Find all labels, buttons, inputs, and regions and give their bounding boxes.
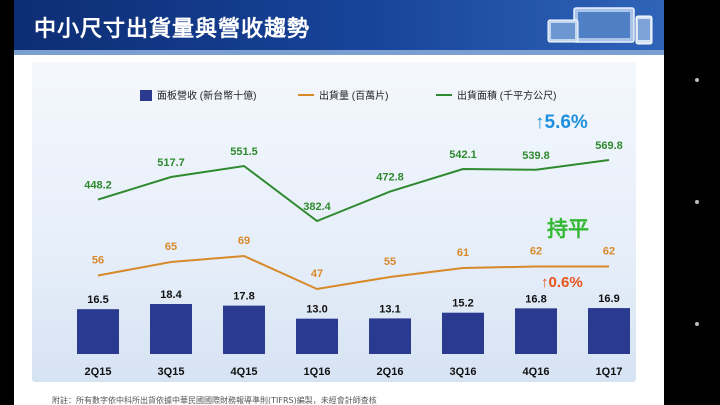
x-tick-1Q16: 1Q16 bbox=[304, 366, 331, 378]
side-dot bbox=[695, 322, 699, 326]
shipment-label-4Q16: 62 bbox=[530, 246, 542, 258]
area-label-1Q17: 569.8 bbox=[595, 140, 623, 152]
bar-label-3Q15: 18.4 bbox=[160, 289, 182, 301]
bar-label-4Q15: 17.8 bbox=[233, 291, 254, 303]
bar-1Q16 bbox=[296, 318, 338, 354]
slide-title: 中小尺寸出貨量與營收趨勢 bbox=[34, 17, 311, 42]
area-label-1Q16: 382.4 bbox=[303, 201, 331, 213]
bar-label-1Q16: 13.0 bbox=[306, 304, 327, 316]
area-label-4Q15: 551.5 bbox=[230, 146, 258, 158]
title-bar: 中小尺寸出貨量與營收趨勢 bbox=[14, 0, 664, 50]
bar-2Q15 bbox=[77, 309, 119, 354]
slide: 中小尺寸出貨量與營收趨勢 面板營收 (新台幣十億) 出貨量 (百萬片) 出貨面積 (… bbox=[14, 0, 664, 405]
x-tick-4Q16: 4Q16 bbox=[523, 366, 550, 378]
bar-4Q15 bbox=[223, 305, 265, 354]
legend-label-shipment: 出貨量 (百萬片) bbox=[319, 89, 388, 102]
up-arrow-icon: ↑ bbox=[535, 112, 545, 133]
legend-swatch-revenue bbox=[140, 90, 152, 101]
shipment-label-3Q15: 65 bbox=[165, 241, 177, 253]
shipment-label-4Q15: 69 bbox=[238, 235, 250, 247]
x-tick-2Q15: 2Q15 bbox=[85, 366, 112, 378]
bar-1Q17 bbox=[588, 308, 630, 354]
chart: 面板營收 (新台幣十億) 出貨量 (百萬片) 出貨面積 (千平方公尺) 16.5 18… bbox=[77, 89, 630, 378]
title-stripe bbox=[14, 50, 664, 55]
shipment-label-3Q16: 61 bbox=[457, 247, 469, 259]
bar-3Q16 bbox=[442, 312, 484, 354]
bar-label-2Q15: 16.5 bbox=[87, 294, 108, 306]
footnote: 附註：所有數字依中科所出貨依據中華民國國際財務報導準則(TIFRS)編製，未經會… bbox=[52, 396, 377, 405]
side-dot bbox=[695, 78, 699, 82]
revenue-change-annotation: ↑0.6% bbox=[541, 274, 583, 291]
devices-icon bbox=[547, 7, 653, 45]
area-label-3Q15: 517.7 bbox=[157, 157, 185, 169]
x-tick-2Q16: 2Q16 bbox=[377, 366, 404, 378]
area-label-3Q16: 542.1 bbox=[449, 149, 477, 161]
up-arrow-icon: ↑ bbox=[541, 274, 549, 291]
shipment-label-1Q16: 47 bbox=[311, 268, 323, 280]
shipment-label-1Q17: 62 bbox=[603, 246, 615, 258]
legend: 面板營收 (新台幣十億) 出貨量 (百萬片) 出貨面積 (千平方公尺) bbox=[140, 89, 556, 102]
shipment-label-2Q15: 56 bbox=[92, 255, 104, 267]
chart-panel: 面板營收 (新台幣十億) 出貨量 (百萬片) 出貨面積 (千平方公尺) 16.5 18… bbox=[32, 62, 636, 382]
legend-label-area: 出貨面積 (千平方公尺) bbox=[457, 89, 556, 102]
area-label-2Q16: 472.8 bbox=[376, 172, 404, 184]
area-line bbox=[97, 159, 610, 223]
area-label-2Q15: 448.2 bbox=[84, 180, 112, 192]
x-tick-1Q17: 1Q17 bbox=[596, 366, 623, 378]
x-tick-4Q15: 4Q15 bbox=[231, 366, 258, 378]
bar-2Q16 bbox=[369, 318, 411, 354]
x-tick-3Q16: 3Q16 bbox=[450, 366, 477, 378]
bar-3Q15 bbox=[150, 304, 192, 354]
side-dot bbox=[695, 200, 699, 204]
bar-label-4Q16: 16.8 bbox=[525, 293, 546, 305]
bar-label-2Q16: 13.1 bbox=[379, 303, 400, 315]
shipment-change-annotation: 持平 bbox=[547, 217, 589, 241]
shipment-line bbox=[97, 254, 609, 291]
area-change-annotation: ↑5.6% bbox=[535, 112, 588, 134]
legend-label-revenue: 面板營收 (新台幣十億) bbox=[157, 89, 256, 102]
shipment-label-2Q16: 55 bbox=[384, 256, 396, 268]
x-tick-3Q15: 3Q15 bbox=[158, 366, 185, 378]
area-label-4Q16: 539.8 bbox=[522, 150, 550, 162]
revenue-change-value: 0.6% bbox=[548, 274, 583, 291]
bar-label-1Q17: 16.9 bbox=[598, 293, 619, 305]
bar-label-3Q16: 15.2 bbox=[452, 298, 473, 310]
bar-4Q16 bbox=[515, 308, 557, 354]
area-change-value: 5.6% bbox=[544, 112, 588, 133]
